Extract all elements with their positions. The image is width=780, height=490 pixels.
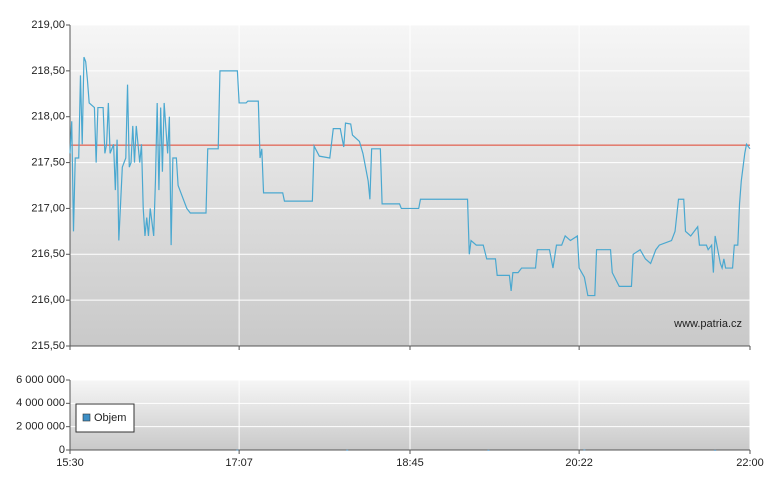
volume-bar xyxy=(236,449,239,451)
volume-bar xyxy=(583,449,586,451)
volume-bar xyxy=(346,449,349,451)
y-tick-label: 218,50 xyxy=(31,65,65,77)
x-tick-label: 22:00 xyxy=(736,457,764,469)
y-tick-label: 218,00 xyxy=(31,111,65,123)
volume-bar xyxy=(714,449,717,451)
y-tick-label: 216,00 xyxy=(31,294,65,306)
y-tick-label: 2 000 000 xyxy=(16,421,65,433)
legend-label: Objem xyxy=(94,412,126,424)
volume-bar xyxy=(487,449,490,451)
y-tick-label: 0 xyxy=(59,444,65,456)
y-tick-label: 217,50 xyxy=(31,156,65,168)
y-tick-label: 6 000 000 xyxy=(16,374,65,386)
legend: Objem xyxy=(75,403,135,433)
x-tick-label: 15:30 xyxy=(56,457,84,469)
y-tick-label: 216,50 xyxy=(31,248,65,260)
x-tick-label: 20:22 xyxy=(565,457,593,469)
price-line xyxy=(69,56,751,297)
y-tick-label: 217,00 xyxy=(31,202,65,214)
y-tick-label: 219,00 xyxy=(31,19,65,31)
x-tick-label: 18:45 xyxy=(396,457,424,469)
y-tick-label: 4 000 000 xyxy=(16,397,65,409)
x-tick-label: 17:07 xyxy=(225,457,253,469)
y-tick-label: 215,50 xyxy=(31,340,65,352)
legend-swatch xyxy=(82,413,91,422)
watermark: www.patria.cz xyxy=(673,318,742,330)
